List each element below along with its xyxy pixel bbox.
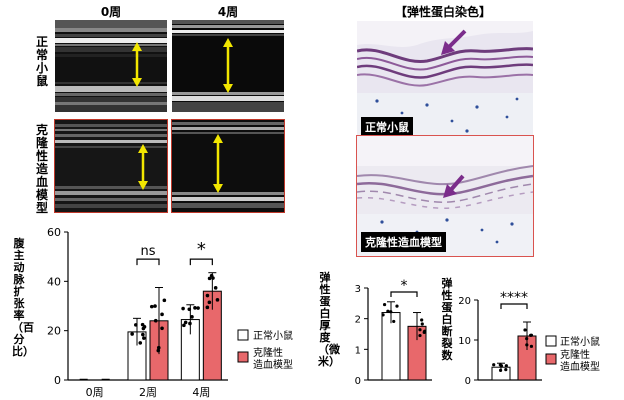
chart1-legend-label-line2: 造血模型: [253, 358, 293, 371]
chart2-point: [382, 302, 387, 307]
chart3-ylabel: 弹性蛋白断裂数: [441, 277, 453, 362]
ultrasound-normal-0w: [55, 20, 167, 112]
chart2-point: [420, 318, 424, 322]
chart3-ytick-label: 10: [458, 336, 471, 347]
chart3-point: [492, 363, 496, 367]
chart1-point: [188, 321, 192, 326]
chart1-point: [215, 298, 220, 302]
chart1-legend-swatch: [237, 351, 249, 363]
chart1-point: [183, 320, 188, 325]
chart1-sig-bracket: [189, 258, 213, 266]
chart1-point: [153, 318, 158, 323]
chart2-ylabel: 弹性蛋白厚度（微米）: [318, 271, 340, 368]
chart1-point: [138, 341, 143, 345]
chart3-ytick-label: 0: [465, 376, 471, 387]
chart2-point: [420, 322, 424, 326]
chart2-point: [395, 304, 399, 308]
chart1-ytick-label: 60: [47, 226, 61, 239]
chart2-point: [386, 309, 390, 313]
chart1-sig-bracket: [136, 258, 160, 266]
histology-normal: 正常小鼠: [357, 21, 533, 141]
chart1-point: [207, 300, 212, 305]
chart1-point: [153, 304, 157, 308]
chart3-point: [523, 328, 527, 332]
chart1-xtick-label: 4周: [192, 386, 210, 399]
chart1-point: [141, 332, 145, 337]
chart1-legend-swatch: [237, 329, 249, 341]
chart2-point: [418, 333, 422, 338]
row-label-model: 克隆性造血模型: [35, 123, 48, 215]
chart1-point: [160, 326, 164, 331]
chart1-point: [130, 332, 134, 336]
chart2-point: [418, 328, 422, 332]
chart1-sig-label: *: [197, 239, 206, 260]
chart1-point: [149, 304, 154, 309]
chart3-point: [498, 368, 503, 372]
chart3-point: [498, 363, 502, 367]
chart3-legend-label: 正常小鼠: [560, 335, 600, 348]
ultrasound-model-4w: [171, 119, 285, 213]
chart1-point: [182, 323, 186, 328]
chart1-ytick-label: 0: [54, 374, 61, 387]
col-label-0w: 0周: [100, 5, 122, 19]
histology-label-model: 克隆性造血模型: [361, 232, 446, 252]
chart1-point: [162, 298, 167, 303]
chart1-sig-label: ns: [140, 244, 155, 259]
chart1-point: [156, 345, 161, 350]
chart2-sig-bracket: [390, 291, 418, 297]
row-label-normal: 正常小鼠: [35, 35, 48, 88]
chart1-point: [142, 325, 147, 329]
chart2-sig-label: *: [401, 278, 408, 294]
chart3-ytick-label: 20: [458, 296, 471, 307]
chart3-point: [504, 364, 508, 368]
chart2-ytick-label: 3: [355, 284, 361, 295]
chart3-point: [529, 344, 534, 348]
chart3-point: [529, 333, 534, 337]
chart1-point: [213, 286, 218, 290]
chart3-point: [525, 337, 529, 341]
chart1-point: [205, 293, 210, 298]
chart1-point: [205, 305, 210, 310]
chart2-ytick-label: 0: [355, 376, 361, 387]
chart1-point: [187, 307, 192, 312]
chart3-sig-bracket: [500, 303, 528, 309]
chart3-point: [504, 368, 508, 372]
col-label-4w: 4周: [217, 5, 239, 19]
chart1-point: [196, 306, 200, 310]
chart3-legend-swatch: [545, 353, 557, 365]
chart1-point: [193, 306, 197, 310]
chart2-point: [392, 319, 396, 324]
chart2-ytick-label: 1: [355, 345, 361, 356]
chart1-legend-label-line1: 克隆性: [253, 346, 283, 359]
chart1-point: [134, 323, 138, 327]
chart1-xtick-label: 2周: [139, 386, 157, 399]
chart3-legend-swatch: [545, 335, 557, 347]
chart3-legend-label-line1: 克隆性: [560, 348, 590, 361]
histology-model: 克隆性造血模型: [356, 135, 534, 257]
histology-label-normal: 正常小鼠: [361, 117, 413, 137]
chart1-point: [207, 276, 212, 281]
stain-title: 【弹性蛋白染色】: [394, 5, 491, 19]
chart1-xtick-label: 0周: [86, 386, 104, 399]
chart1-ylabel: 腹主动脉扩张率（百分比）: [12, 237, 34, 358]
chart3-sig-label: ****: [500, 290, 528, 306]
chart1-ytick-label: 20: [47, 325, 61, 338]
chart1-point: [156, 348, 161, 353]
chart3-point: [525, 343, 529, 347]
chart1-point: [190, 315, 194, 319]
chart1-point: [181, 306, 185, 311]
chart1-point: [142, 336, 146, 340]
chart2-ytick-label: 2: [355, 315, 361, 326]
chart1-point: [211, 276, 215, 280]
chart2-point: [389, 310, 393, 314]
chart1-legend-label: 正常小鼠: [253, 329, 293, 342]
chart3-legend-label-line2: 造血模型: [560, 360, 600, 373]
chart2-point: [381, 313, 385, 317]
chart2-point: [422, 330, 426, 334]
chart1-ytick-label: 40: [47, 275, 61, 288]
chart1-point: [160, 312, 164, 317]
ultrasound-normal-4w: [172, 20, 284, 112]
ultrasound-model-0w: [54, 119, 168, 213]
